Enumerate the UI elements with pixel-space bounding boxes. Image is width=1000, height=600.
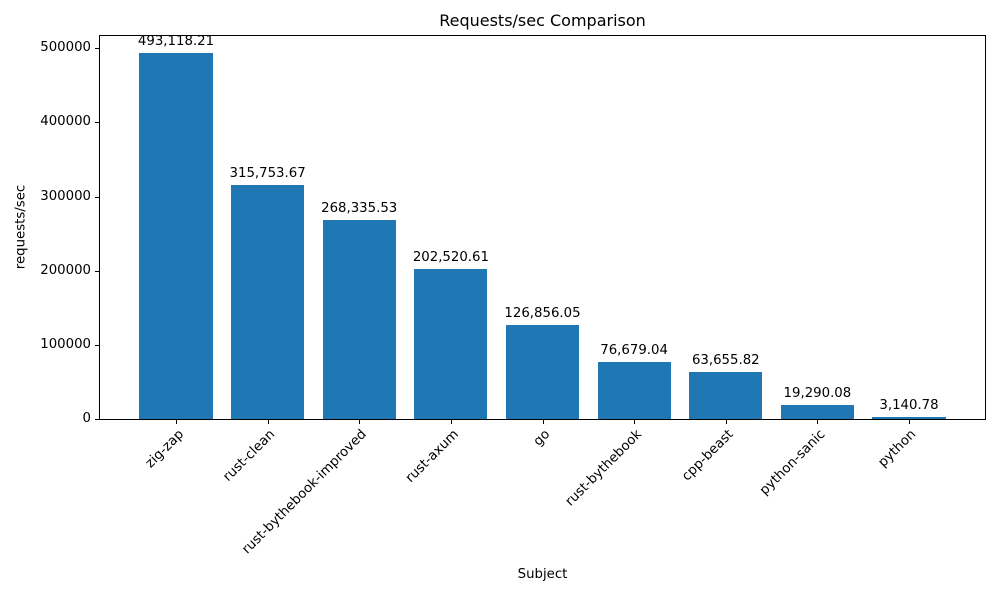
bar bbox=[231, 185, 305, 419]
y-tick-label: 200000 bbox=[40, 262, 91, 278]
bar bbox=[414, 269, 488, 419]
x-tick-label: rust-clean bbox=[220, 427, 279, 485]
x-tick bbox=[542, 420, 544, 424]
x-tick-label: python bbox=[876, 427, 920, 471]
y-tick bbox=[95, 344, 99, 346]
bar-value-label: 76,679.04 bbox=[600, 343, 668, 358]
x-tick-label: python-sanic bbox=[756, 427, 828, 499]
y-tick-label: 300000 bbox=[40, 188, 91, 204]
bar-value-label: 268,335.53 bbox=[321, 201, 398, 216]
bar-value-label: 19,290.08 bbox=[783, 386, 852, 401]
bar-value-label: 3,140.78 bbox=[879, 398, 939, 413]
x-tick bbox=[176, 420, 177, 424]
x-tick bbox=[450, 420, 452, 424]
bar bbox=[597, 362, 671, 419]
x-tick bbox=[359, 420, 361, 424]
x-tick-label: zig-zap bbox=[142, 427, 187, 472]
y-tick-label: 0 bbox=[82, 411, 91, 426]
bar bbox=[139, 53, 213, 419]
x-tick-label: rust-bythebook bbox=[562, 427, 645, 510]
y-tick-label: 100000 bbox=[40, 336, 91, 352]
bar-value-label: 493,118.21 bbox=[137, 34, 215, 49]
x-tick bbox=[909, 420, 910, 424]
y-tick bbox=[95, 48, 99, 50]
bar-value-label: 126,856.05 bbox=[504, 306, 581, 321]
y-tick bbox=[95, 196, 99, 198]
x-tick bbox=[267, 420, 269, 424]
y-tick bbox=[95, 270, 99, 272]
bar bbox=[322, 220, 396, 419]
y-tick-label: 400000 bbox=[40, 114, 91, 130]
x-tick bbox=[634, 420, 636, 424]
bar bbox=[872, 417, 946, 419]
bar bbox=[689, 372, 763, 419]
y-tick bbox=[95, 419, 99, 420]
bar-value-label: 63,655.82 bbox=[691, 353, 760, 368]
y-tick bbox=[95, 122, 99, 124]
x-tick-label: go bbox=[530, 427, 554, 450]
bar bbox=[505, 325, 580, 419]
bar-value-label: 202,520.61 bbox=[412, 250, 489, 265]
x-tick bbox=[725, 420, 727, 424]
x-tick bbox=[817, 420, 819, 424]
y-tick-label: 500000 bbox=[40, 40, 91, 56]
x-tick-label: rust-axum bbox=[402, 427, 462, 486]
chart-title: Requests/sec Comparison bbox=[439, 11, 646, 30]
bar bbox=[780, 405, 854, 419]
x-tick-label: cpp-beast bbox=[679, 427, 737, 485]
x-axis-label: Subject bbox=[517, 567, 568, 582]
bar-value-label: 315,753.67 bbox=[229, 166, 306, 181]
